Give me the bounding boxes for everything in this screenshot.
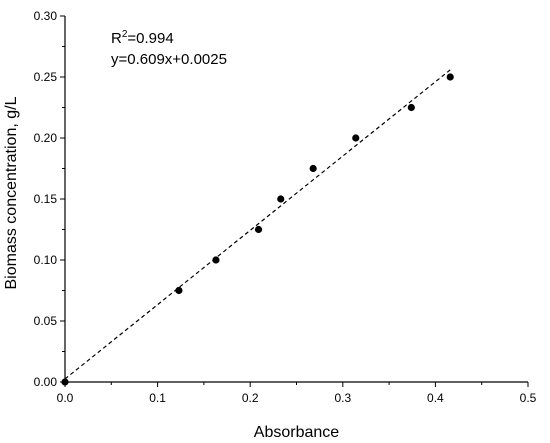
data-point xyxy=(446,73,454,81)
y-tick-label: 0.25 xyxy=(34,70,58,84)
r2-value: =0.994 xyxy=(127,30,173,47)
data-point xyxy=(309,164,317,173)
r2-prefix: R xyxy=(111,30,122,47)
data-point xyxy=(175,286,183,295)
axes xyxy=(64,16,528,383)
r-squared-annotation: R2=0.994 xyxy=(111,29,174,47)
y-axis-title: Biomass concentration, g/L xyxy=(3,96,20,289)
data-point xyxy=(61,378,69,386)
data-point xyxy=(254,225,263,234)
data-point xyxy=(212,256,220,264)
y-tick-label: 0.20 xyxy=(34,131,58,145)
x-tick-label: 0.4 xyxy=(427,391,444,405)
x-ticks: 0.0 0.1 0.2 0.3 0.4 0.5 xyxy=(57,382,537,405)
x-tick-label: 0.1 xyxy=(149,391,166,405)
x-axis-title: Absorbance xyxy=(254,424,339,441)
data-point xyxy=(352,134,360,142)
equation-annotation: y=0.609x+0.0025 xyxy=(111,51,227,68)
y-tick-label: 0.05 xyxy=(34,314,58,328)
y-tick-label: 0.00 xyxy=(34,375,58,389)
y-tick-label: 0.15 xyxy=(34,192,58,206)
x-tick-label: 0.5 xyxy=(520,391,537,405)
x-tick-label: 0.3 xyxy=(334,391,351,405)
fit-line xyxy=(64,69,451,380)
data-point xyxy=(277,195,285,203)
x-tick-label: 0.2 xyxy=(242,391,259,405)
y-tick-label: 0.10 xyxy=(34,253,58,267)
y-ticks: 0.00 0.05 0.10 0.15 0.20 0.25 0.30 xyxy=(34,9,65,389)
data-point xyxy=(407,103,415,112)
x-tick-label: 0.0 xyxy=(57,391,74,405)
r2-superscript: 2 xyxy=(122,29,128,40)
data-points xyxy=(61,73,454,386)
y-tick-label: 0.30 xyxy=(34,9,58,23)
